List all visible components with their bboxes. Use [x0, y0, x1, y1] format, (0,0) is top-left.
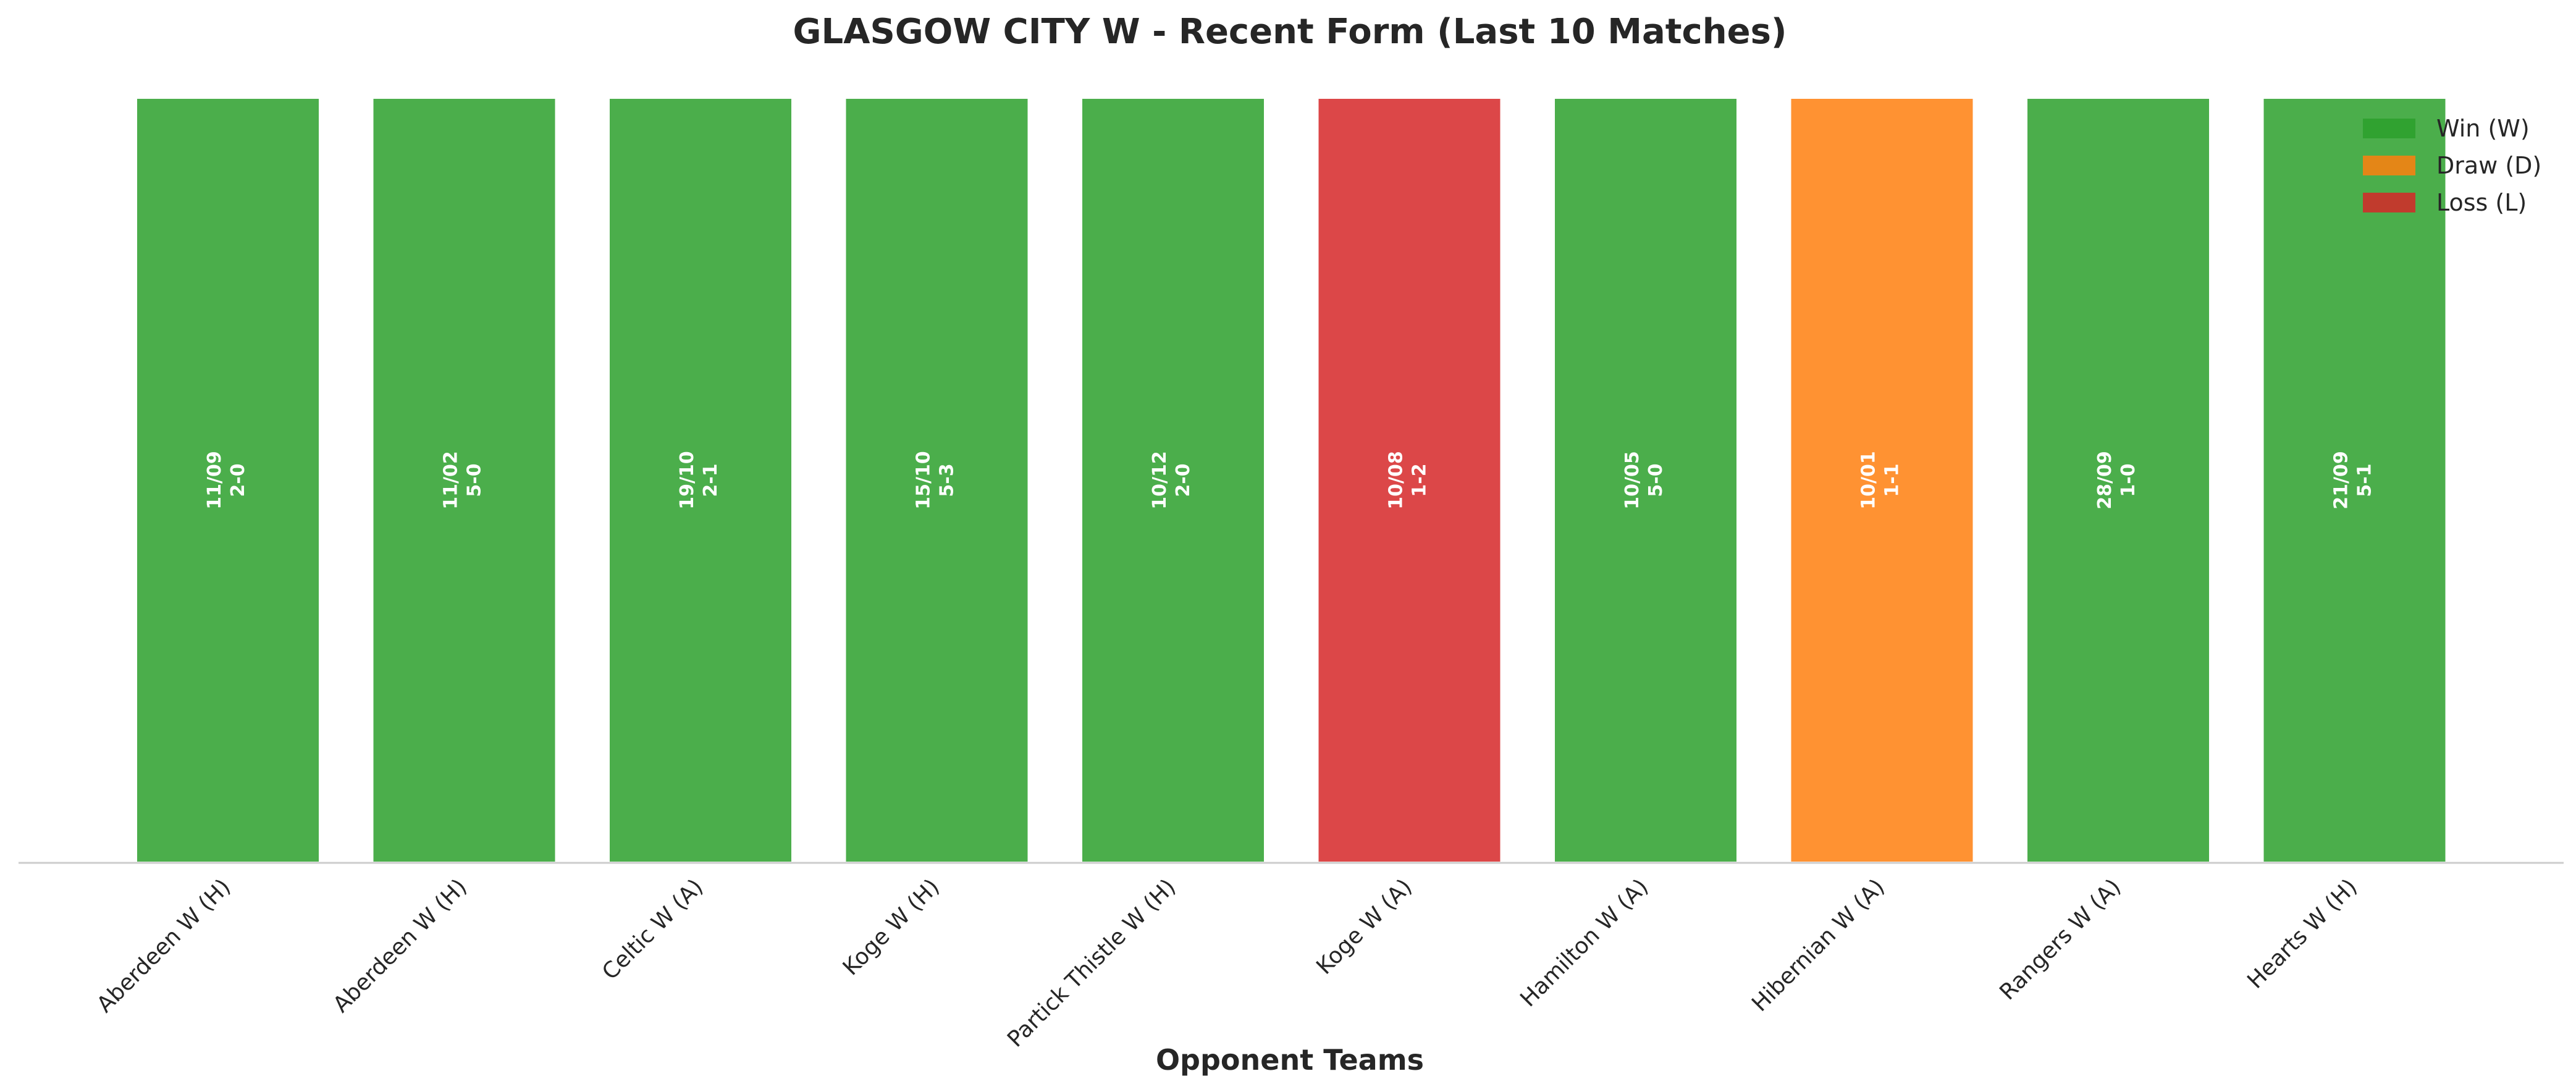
- bar-date-label-1: 11/09: [204, 451, 225, 509]
- legend-label-w: Win (W): [2436, 115, 2530, 142]
- chart-title: GLASGOW CITY W - Recent Form (Last 10 Ma…: [793, 12, 1787, 52]
- bar-score-label-2: 5-0: [464, 463, 486, 497]
- bar-4: [843, 96, 1030, 864]
- legend-swatch-d: [2363, 156, 2415, 175]
- bar-6: [1316, 96, 1503, 864]
- bar-10: [2261, 96, 2448, 864]
- x-axis-label: Opponent Teams: [1156, 1043, 1424, 1077]
- bar-date-label-8: 10/01: [1858, 451, 1880, 509]
- bar-score-label-5: 2-0: [1172, 463, 1194, 497]
- bar-score-label-10: 5-1: [2354, 463, 2376, 497]
- legend-label-d: Draw (D): [2436, 152, 2541, 179]
- bar-date-label-6: 10/08: [1386, 451, 1407, 509]
- bar-1: [135, 96, 321, 864]
- bar-score-label-1: 2-0: [227, 463, 249, 497]
- legend-swatch-l: [2363, 193, 2415, 212]
- legend: Win (W) Draw (D) Loss (L): [2363, 115, 2541, 216]
- bar-date-label-4: 15/10: [913, 451, 935, 509]
- bar-date-label-5: 10/12: [1149, 451, 1171, 509]
- bar-score-label-8: 1-1: [1882, 463, 1903, 497]
- bar-date-label-7: 10/05: [1622, 451, 1643, 509]
- bar-score-label-7: 5-0: [1645, 463, 1667, 497]
- bar-date-label-10: 21/09: [2331, 451, 2352, 509]
- bars-group: 11/09 2-0 11/02 5-0 19/10 2-1 15/10 5-3 10/12 2-0…: [135, 96, 2448, 864]
- bar-7: [1552, 96, 1739, 864]
- legend-swatch-w: [2363, 119, 2415, 138]
- bar-9: [2025, 96, 2212, 864]
- bar-3: [607, 96, 794, 864]
- bar-score-label-6: 1-2: [1409, 463, 1431, 497]
- bar-score-label-3: 2-1: [700, 463, 722, 497]
- bar-score-label-9: 1-0: [2118, 463, 2139, 497]
- bar-date-label-9: 28/09: [2094, 451, 2116, 509]
- bar-score-label-4: 5-3: [937, 463, 958, 497]
- bar-date-label-3: 19/10: [676, 451, 698, 509]
- bar-date-label-2: 11/02: [440, 451, 462, 509]
- legend-label-l: Loss (L): [2436, 189, 2527, 216]
- bar-5: [1080, 96, 1266, 864]
- bar-8: [1788, 96, 1976, 864]
